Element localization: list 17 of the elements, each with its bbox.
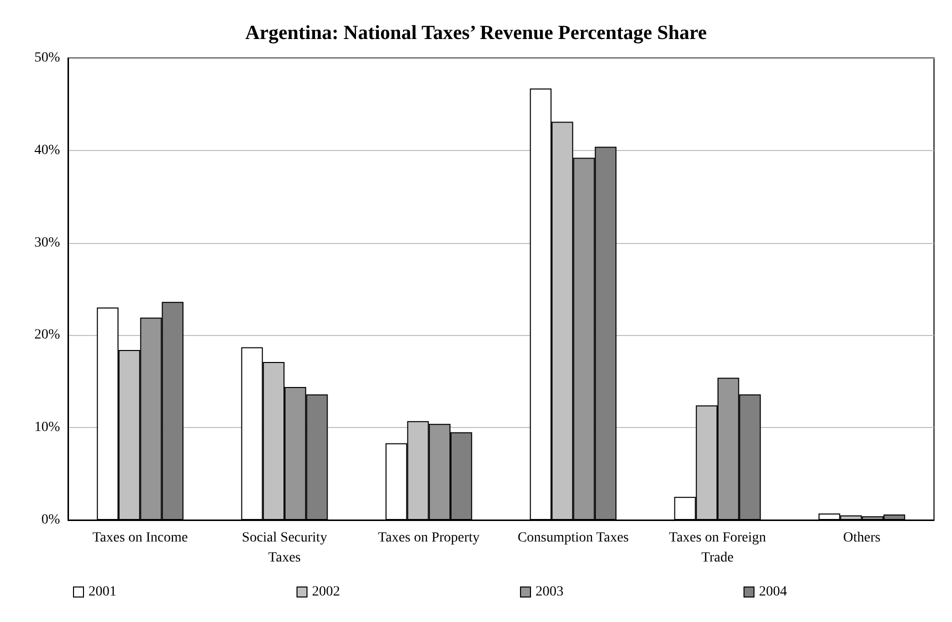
x-tick-label: Social Security Taxes (242, 530, 328, 566)
legend-label: 2003 (536, 584, 564, 600)
x-tick-label: Others (843, 530, 880, 546)
chart-title: Argentina: National Taxes’ Revenue Percentage Share (245, 22, 707, 44)
y-tick-label: 50% (34, 50, 60, 66)
y-tick-label: 30% (34, 235, 60, 250)
x-tick-label: Consumption Taxes (518, 530, 629, 546)
y-tick-label: 40% (34, 142, 60, 158)
x-tick-label: Taxes on Property (378, 530, 480, 546)
legend-label: 2004 (759, 584, 787, 600)
x-tick-label: Taxes on Foreign Trade (668, 530, 766, 566)
legend-label: 2002 (312, 584, 340, 600)
x-tick-label: Taxes on Income (92, 530, 188, 546)
y-tick-label: 20% (34, 328, 60, 343)
legend-label: 2001 (88, 584, 116, 600)
y-tick-label: 0% (41, 512, 60, 528)
y-tick-label: 10% (34, 420, 60, 436)
